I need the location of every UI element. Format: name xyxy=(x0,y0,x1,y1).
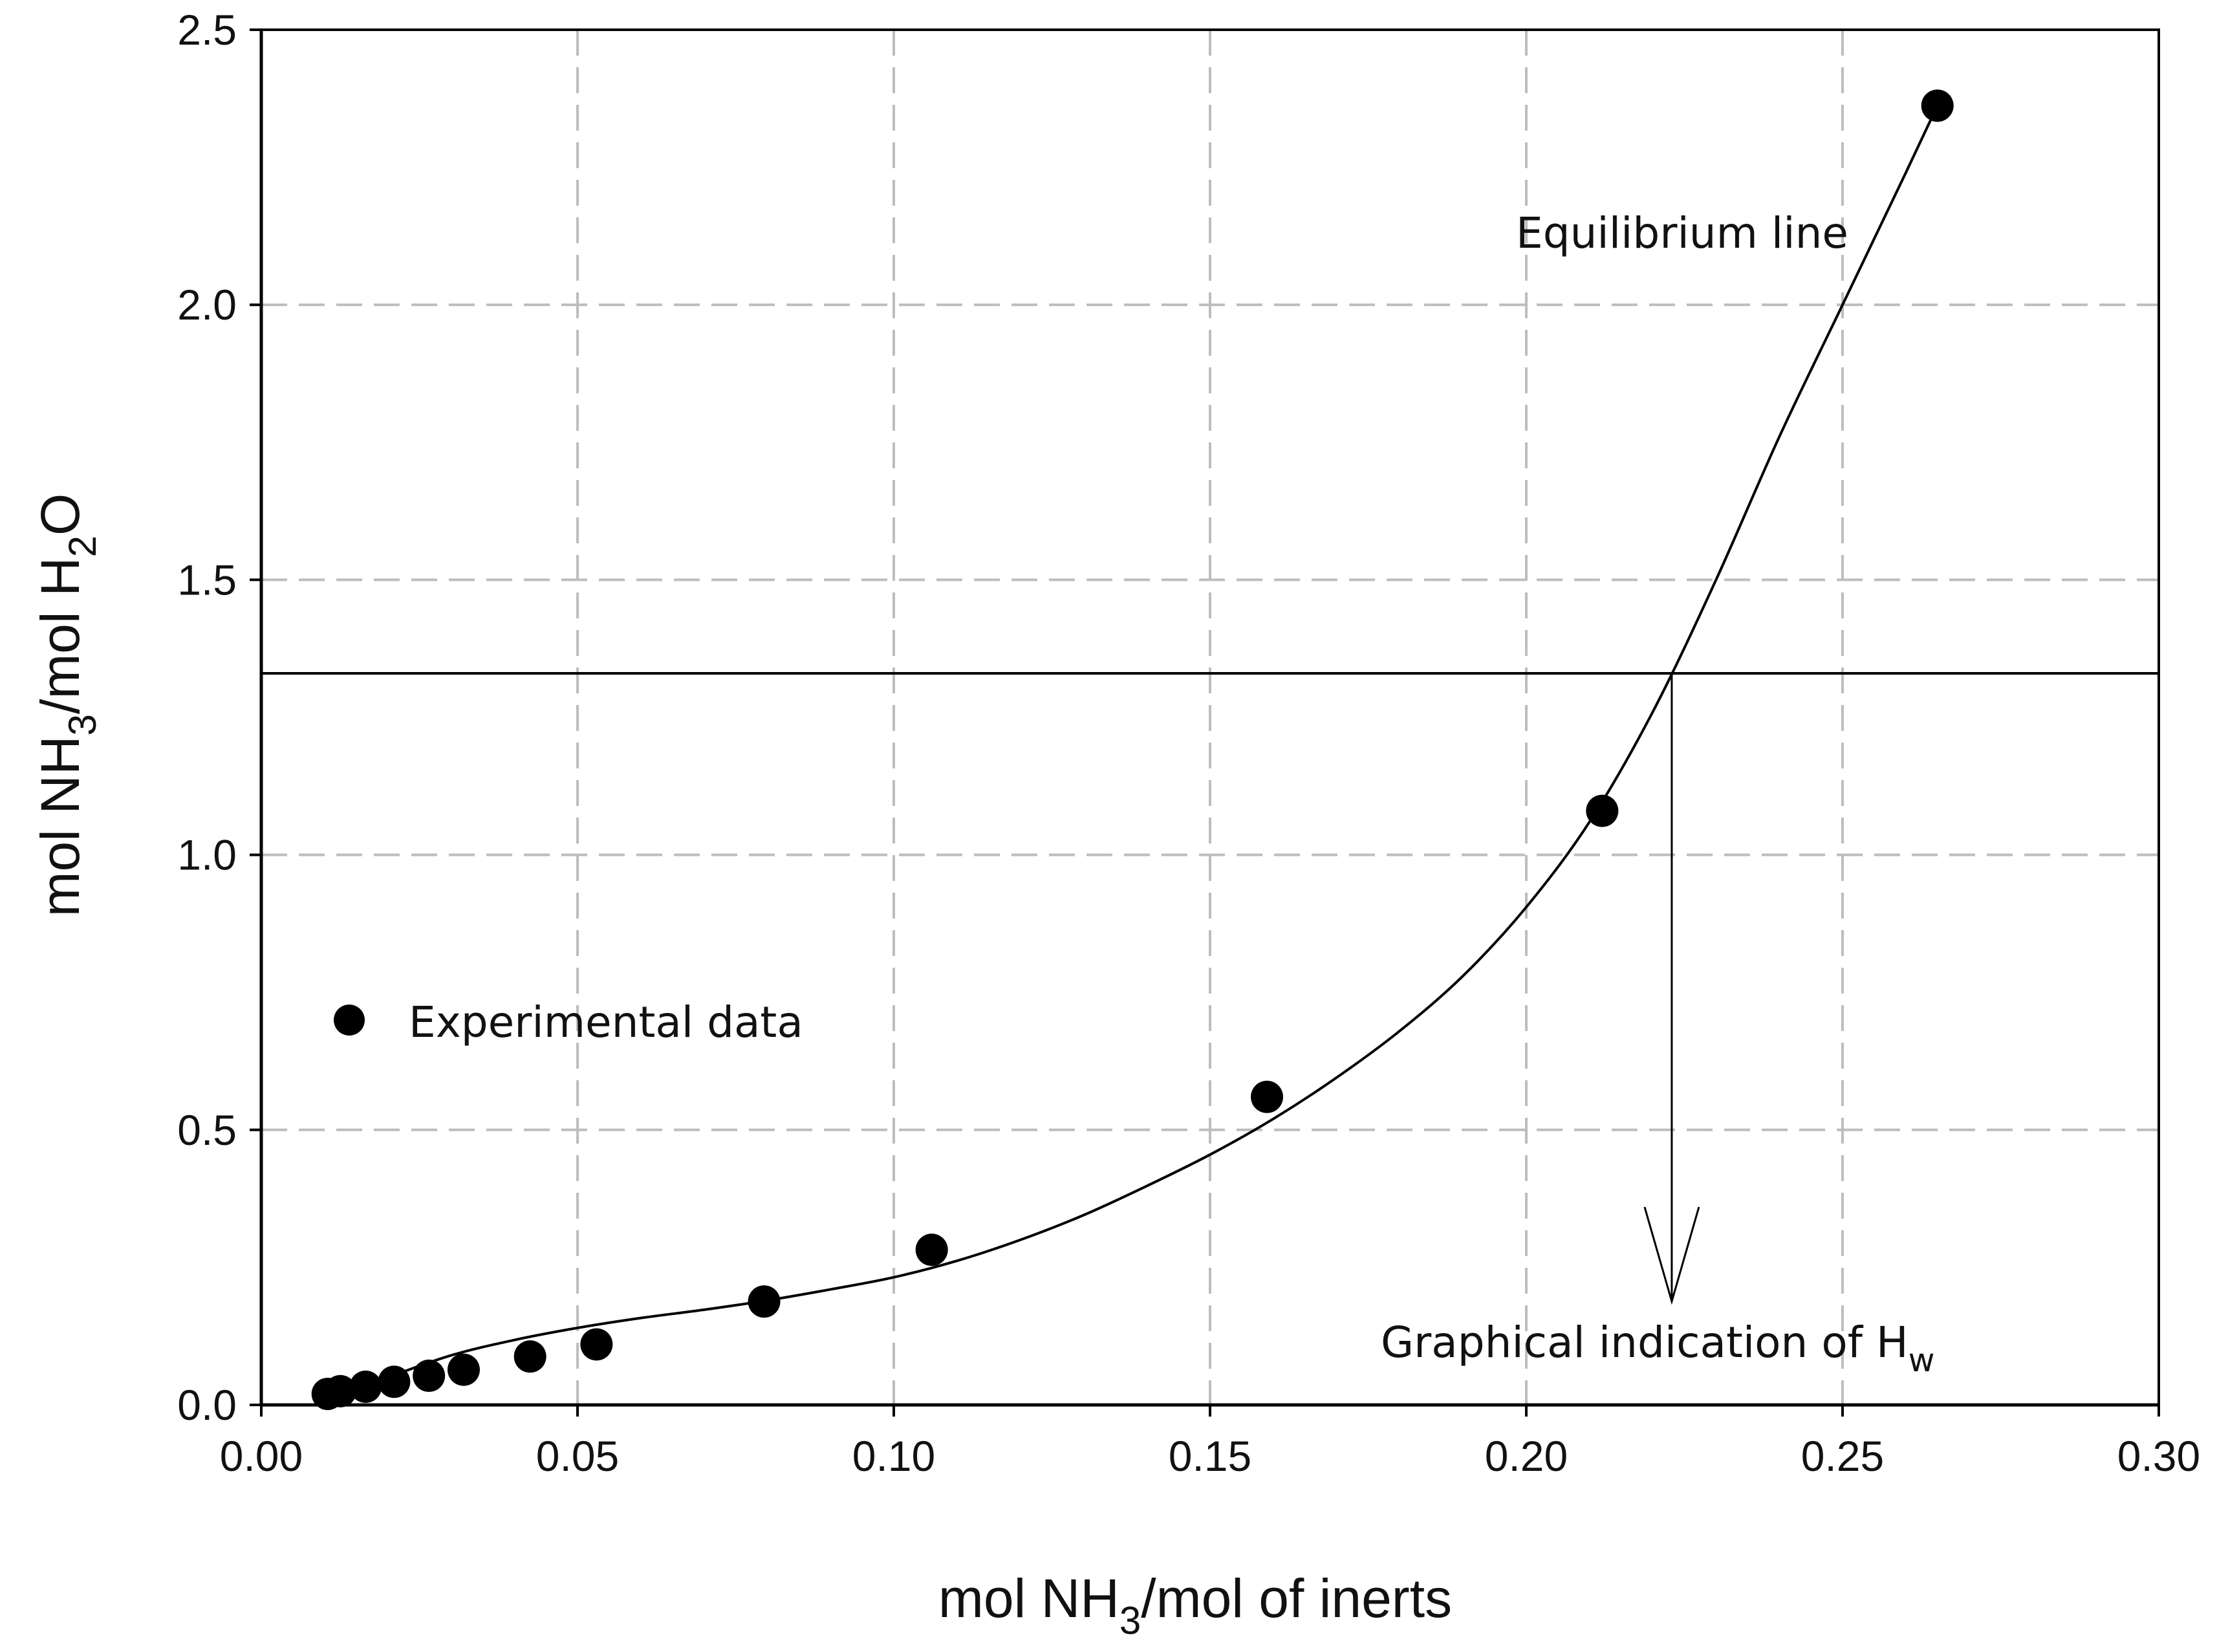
data-point-11 xyxy=(1251,1080,1284,1113)
x-tick-label-1: 0.05 xyxy=(536,1432,619,1480)
x-title-pre: mol NH xyxy=(938,1568,1119,1629)
y-tick-label-5: 2.5 xyxy=(177,6,237,54)
data-point-12 xyxy=(1586,794,1619,827)
data-point-7 xyxy=(514,1340,546,1373)
data-point-2 xyxy=(324,1375,357,1407)
x-title-sub: 3 xyxy=(1119,1599,1141,1642)
x-axis-title: mol NH3/mol of inerts xyxy=(938,1568,1452,1642)
y-title-sub1: 3 xyxy=(61,714,104,735)
hw-label: Graphical indication of Hw xyxy=(1381,1318,1935,1379)
y-tick-label-3: 1.5 xyxy=(177,556,237,603)
x-tick-label-4: 0.20 xyxy=(1485,1432,1568,1480)
data-point-5 xyxy=(413,1359,446,1392)
legend-marker-experimental-data xyxy=(334,1005,365,1036)
y-axis-title: mol NH3/mol H2O xyxy=(30,494,104,917)
data-point-6 xyxy=(447,1353,480,1386)
hw-label-subscript: w xyxy=(1909,1342,1935,1379)
y-tick-label-4: 2.0 xyxy=(177,281,237,329)
experimental-data-points xyxy=(311,89,1954,1410)
y-tick-label-0: 0.0 xyxy=(177,1381,237,1429)
x-title-post: /mol of inerts xyxy=(1141,1568,1452,1629)
data-point-8 xyxy=(580,1328,613,1361)
experimental-data-label: Experimental data xyxy=(409,997,803,1047)
y-axis-ticks: 0.0 0.5 1.0 1.5 2.0 2.5 xyxy=(177,6,261,1429)
x-tick-label-2: 0.10 xyxy=(852,1432,935,1480)
y-tick-label-1: 0.5 xyxy=(177,1106,237,1154)
equilibrium-line-label: Equilibrium line xyxy=(1516,208,1848,258)
data-point-4 xyxy=(378,1365,411,1398)
x-axis-ticks: 0.00 0.05 0.10 0.15 0.20 0.25 0.30 xyxy=(220,1405,2200,1480)
equilibrium-line xyxy=(327,105,1939,1401)
hw-label-text: Graphical indication of H xyxy=(1381,1318,1909,1367)
y-title-pre: mol NH xyxy=(30,735,91,917)
x-tick-label-3: 0.15 xyxy=(1169,1432,1251,1480)
y-title-mid: /mol H xyxy=(30,557,91,714)
y-title-sub2: 2 xyxy=(61,536,104,557)
x-tick-label-0: 0.00 xyxy=(220,1432,303,1480)
y-tick-label-2: 1.0 xyxy=(177,831,237,879)
data-point-9 xyxy=(748,1285,781,1318)
y-title-post: O xyxy=(30,494,91,536)
x-tick-label-6: 0.30 xyxy=(2117,1432,2200,1480)
hw-arrow-head xyxy=(1643,1206,1700,1305)
data-point-3 xyxy=(349,1370,382,1403)
x-tick-label-5: 0.25 xyxy=(1801,1432,1884,1480)
data-point-10 xyxy=(915,1234,948,1266)
data-point-13 xyxy=(1921,89,1954,122)
